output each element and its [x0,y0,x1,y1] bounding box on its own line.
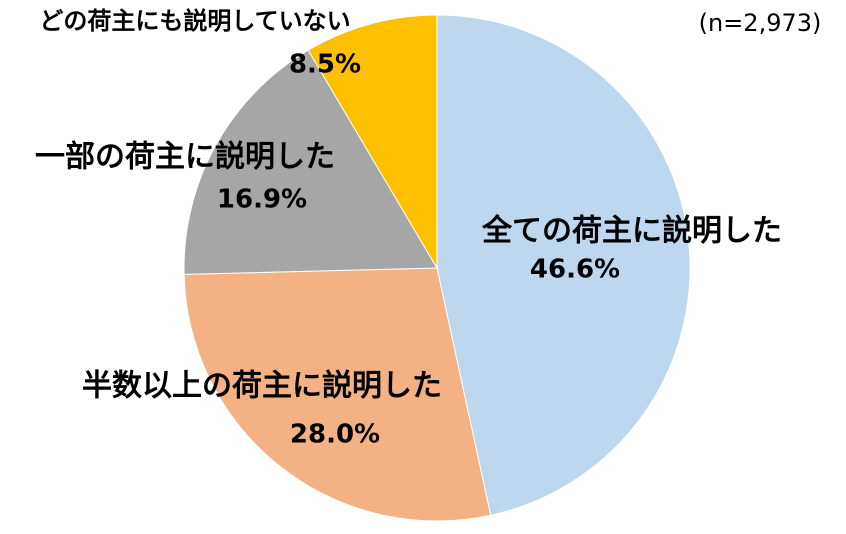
slice-label: 半数以上の荷主に説明した [82,369,442,404]
value-label: 8.5% [289,50,361,80]
value-label: 16.9% [217,185,307,215]
value-label: 46.6% [530,255,620,285]
slice-label: 一部の荷主に説明した [35,140,335,175]
slice-label: 全ての荷主に説明した [481,214,782,249]
pie-slice [183,267,492,522]
sample-note: (n=2,973) [699,9,822,37]
slice-label: どの荷主にも説明していない [39,7,350,35]
pie-slice [307,14,438,270]
value-label: 28.0% [290,420,380,450]
pie-slice [183,49,438,275]
pie-slice [436,14,691,516]
